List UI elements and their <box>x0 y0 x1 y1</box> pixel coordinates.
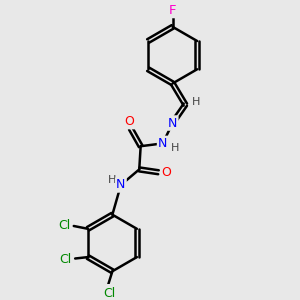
Text: H: H <box>192 98 200 107</box>
Text: Cl: Cl <box>103 287 115 300</box>
Text: H: H <box>108 175 116 185</box>
Text: Cl: Cl <box>60 253 72 266</box>
Text: H: H <box>170 143 179 154</box>
Text: N: N <box>158 137 167 150</box>
Text: N: N <box>168 116 177 130</box>
Text: O: O <box>161 166 171 179</box>
Text: F: F <box>169 4 176 17</box>
Text: O: O <box>124 115 134 128</box>
Text: Cl: Cl <box>58 219 71 232</box>
Text: N: N <box>116 178 126 191</box>
